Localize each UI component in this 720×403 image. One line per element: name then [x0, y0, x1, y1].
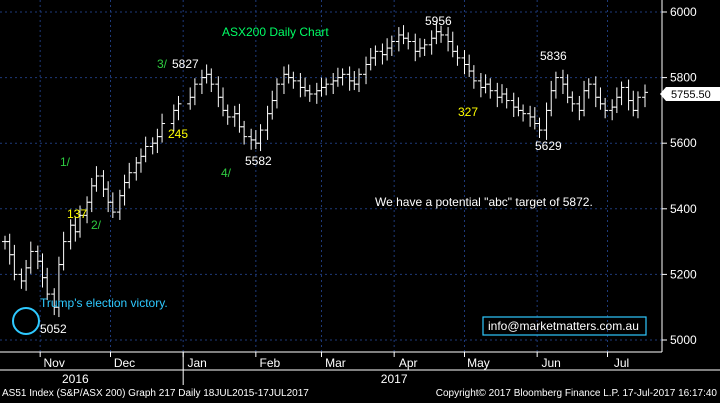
low-value-label: 5052 — [40, 322, 67, 336]
x-year-label: 2016 — [62, 372, 89, 386]
points-137-label: 137 — [67, 207, 87, 221]
x-tick-label: Dec — [114, 356, 135, 370]
ohlc-bar — [372, 45, 379, 66]
ohlc-bar — [470, 65, 477, 89]
email-text[interactable]: info@marketmatters.com.au — [488, 319, 639, 333]
election-note: Trump's election victory. — [40, 296, 168, 310]
y-tick-label: 5400 — [670, 202, 697, 216]
ohlc-bar — [634, 91, 641, 119]
ohlc-bar — [93, 166, 100, 192]
ohlc-bar — [339, 68, 346, 86]
ohlc-bar — [438, 25, 445, 43]
ohlc-bar — [142, 136, 149, 163]
y-axis: 5000 5200 5400 5600 5800 6000 — [661, 0, 697, 352]
low2-value-label: 5629 — [535, 139, 562, 153]
y-tick-label: 5200 — [670, 267, 697, 281]
wave-1-label: 1/ — [60, 155, 71, 169]
target-note: We have a potential "abc" target of 5872… — [375, 195, 593, 209]
ohlc-bar — [355, 68, 362, 93]
wave-2-label: 2/ — [91, 218, 102, 232]
footer-copyright: Copyright© 2017 Bloomberg Finance L.P. 1… — [435, 388, 717, 399]
points-327-label: 327 — [458, 105, 478, 119]
email-box — [482, 316, 647, 336]
x-tick-label: Apr — [399, 356, 418, 370]
ohlc-bar — [323, 78, 330, 96]
ohlc-bar — [77, 205, 84, 238]
ohlc-bar — [503, 88, 510, 109]
ohlc-bar — [27, 241, 34, 274]
x-tick-label: Nov — [43, 356, 64, 370]
ohlc-bar — [224, 104, 231, 125]
last-price-label: 5755.50 — [671, 89, 711, 101]
wave-4-label: 4/ — [221, 166, 232, 180]
ohlc-bar — [44, 267, 51, 300]
y-tick-label: 5800 — [670, 71, 697, 85]
x-tick-label: Jul — [614, 356, 629, 370]
y-tick-label: 6000 — [670, 5, 697, 19]
ohlc-bar — [454, 45, 461, 66]
ohlc-bar — [405, 32, 412, 50]
x-tick-label: Jun — [541, 356, 560, 370]
x-tick-label: May — [467, 356, 490, 370]
x-tick-label: Feb — [259, 356, 280, 370]
ohlc-bar — [520, 104, 527, 122]
footer-source: AS51 Index (S&P/ASX 200) Graph 217 Daily… — [2, 388, 309, 399]
wave-3-value: 5827 — [172, 57, 199, 71]
ohlc-bar — [585, 78, 592, 99]
ohlc-bar — [60, 231, 67, 271]
ohlc-bar — [602, 97, 609, 119]
election-low-circle — [12, 307, 40, 335]
ohlc-bar — [569, 91, 576, 112]
x-tick-label: Mar — [325, 356, 346, 370]
ohlc-bar — [290, 71, 297, 89]
gridlines — [0, 0, 662, 352]
ohlc-bar — [273, 78, 280, 109]
peak-value-label: 5956 — [425, 14, 452, 28]
x-axis: Nov Dec Jan Feb Mar Apr May Jun Jul 2016 2017 — [0, 351, 720, 386]
ohlc-bar — [618, 81, 625, 106]
ohlc-bar — [536, 117, 543, 138]
wave-3-label: 3/ — [157, 57, 168, 71]
ohlc-bar — [241, 120, 248, 145]
ohlc-bar — [257, 124, 264, 152]
x-year-label: 2017 — [381, 372, 408, 386]
ohlc-bar — [208, 68, 215, 93]
ohlc-bar — [388, 35, 395, 56]
last-price-tag: 5755.50 — [660, 87, 720, 101]
ohlc-bar — [642, 84, 648, 108]
ohlc-bar — [109, 192, 116, 218]
y-tick-label: 5600 — [670, 136, 697, 150]
points-245-label: 245 — [168, 127, 188, 141]
y-tick-label: 5000 — [670, 333, 697, 347]
peak2-value-label: 5836 — [540, 49, 567, 63]
ohlc-bar — [306, 84, 313, 102]
ohlc-bar — [159, 113, 166, 143]
wave-4-value: 5582 — [245, 154, 272, 168]
ohlc-bar — [421, 38, 428, 56]
ohlc-bar — [552, 71, 559, 99]
ohlc-bar — [487, 78, 494, 99]
ohlc-bar — [191, 78, 198, 106]
ohlc-bars — [2, 21, 648, 318]
ohlc-bar — [175, 95, 182, 121]
x-tick-label: Jan — [187, 356, 206, 370]
ohlc-bar — [11, 244, 18, 281]
ohlc-bar — [126, 162, 133, 189]
chart-title: ASX200 Daily Chart — [222, 25, 329, 39]
